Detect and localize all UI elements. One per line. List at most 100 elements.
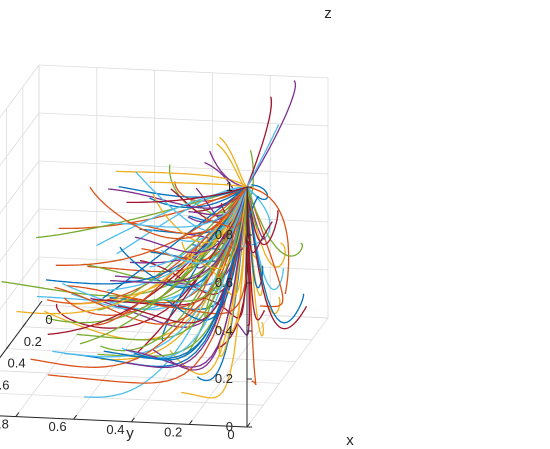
- y-tick: [73, 414, 77, 420]
- grid-line: [73, 309, 155, 420]
- z-axis-label: z: [324, 5, 332, 22]
- trajectory-line: [117, 186, 248, 324]
- trajectory-line: [134, 186, 248, 254]
- x-tick: [22, 322, 27, 328]
- grid-line: [38, 160, 329, 175]
- trajectory-line: [125, 186, 248, 368]
- trajectory-line: [186, 186, 248, 270]
- tick-labels: 0000.20.20.20.40.40.40.60.60.60.80.80.81…: [0, 179, 235, 442]
- trajectory-line: [115, 170, 248, 188]
- y-tick: [188, 420, 193, 425]
- trajectory-line: [125, 186, 248, 369]
- trajectory-line: [246, 186, 264, 297]
- x-tick-label: 0.2: [24, 334, 42, 349]
- trajectory-line: [246, 186, 290, 295]
- trajectory-line: [96, 186, 248, 247]
- trajectory-line: [246, 186, 264, 289]
- trajectory-line: [246, 186, 286, 268]
- y-axis-line: [0, 415, 248, 428]
- x-tick-label: 0.4: [8, 356, 26, 371]
- trajectory-line: [246, 186, 279, 246]
- y-tick-label: 0.2: [164, 424, 182, 439]
- trajectory-line: [181, 186, 248, 399]
- trajectory-line: [246, 150, 254, 197]
- trajectory-line: [79, 186, 248, 345]
- trajectory-line: [196, 186, 248, 382]
- y-tick: [246, 422, 251, 428]
- trajectory-line: [204, 186, 248, 318]
- trajectory-line: [1, 186, 248, 297]
- trajectory-line: [118, 186, 248, 198]
- trajectory-curves: [1, 80, 308, 399]
- y-tick: [130, 417, 135, 423]
- trajectory-line: [213, 186, 248, 334]
- trajectory-line: [55, 186, 248, 266]
- trajectory-line: [67, 186, 248, 308]
- grid-line: [38, 208, 329, 223]
- trajectory-line: [108, 186, 248, 209]
- trajectory-line: [246, 124, 280, 188]
- trajectory-line: [209, 150, 248, 188]
- grid-line: [0, 392, 264, 406]
- trajectory-line: [246, 186, 284, 291]
- trajectory-line: [54, 186, 248, 325]
- trajectory-line: [246, 184, 269, 201]
- y-tick: [15, 412, 20, 417]
- trajectory-line: [246, 186, 259, 229]
- trajectory-line: [58, 186, 248, 230]
- axes: [0, 186, 252, 428]
- trajectory-line: [61, 186, 248, 311]
- trajectory-line: [149, 186, 248, 268]
- grid-line: [0, 112, 40, 167]
- trajectory-line: [246, 96, 273, 188]
- trajectory-line: [210, 186, 248, 297]
- grid-line: [38, 112, 329, 127]
- trajectory-line: [219, 136, 248, 188]
- trajectory-line: [76, 186, 248, 341]
- trajectory-line: [161, 186, 248, 342]
- trajectory-line: [16, 186, 248, 315]
- trajectory-line: [110, 186, 248, 284]
- trajectory-line: [100, 186, 248, 228]
- trajectory-line: [126, 186, 248, 204]
- trajectory-line: [52, 186, 248, 358]
- trajectory-line: [246, 186, 308, 330]
- trajectory-line: [215, 186, 250, 350]
- grid-line: [38, 64, 329, 79]
- z-tick-label: 0.6: [215, 275, 233, 290]
- x-tick-label: 0: [45, 312, 52, 327]
- x-tick-label: 0.6: [0, 377, 9, 392]
- trajectory-line: [246, 186, 304, 257]
- grid-line: [0, 64, 40, 119]
- x-tick: [6, 344, 11, 349]
- grid-line: [246, 317, 329, 428]
- trajectory-line: [47, 186, 248, 384]
- trajectory-line: [107, 186, 248, 292]
- y-axis-label: y: [126, 425, 134, 442]
- grid-line: [0, 370, 280, 384]
- trajectory-line: [246, 186, 259, 219]
- trajectory-line: [169, 186, 248, 375]
- trajectory-line: [160, 186, 248, 302]
- trajectory-line: [246, 186, 251, 327]
- trajectory-line: [134, 186, 248, 361]
- trajectory-line: [160, 186, 248, 264]
- y-tick-label: 0.6: [49, 419, 67, 434]
- trajectory-line: [119, 186, 248, 289]
- trajectory-line: [246, 80, 297, 188]
- trajectory-line: [246, 186, 264, 337]
- grid-line: [15, 307, 98, 417]
- trajectory-line: [152, 186, 248, 244]
- trajectory-line: [216, 143, 248, 188]
- trajectory-line: [89, 186, 248, 240]
- y-tick-label: 0.4: [106, 422, 124, 437]
- trajectory-line: [246, 186, 257, 386]
- grid-line: [0, 208, 40, 263]
- trajectory-line: [135, 171, 248, 233]
- trajectory-line: [246, 186, 284, 308]
- trajectory-line: [246, 186, 305, 324]
- trajectory-line: [149, 181, 248, 188]
- trajectory-line: [128, 186, 248, 235]
- grid-line: [0, 160, 40, 215]
